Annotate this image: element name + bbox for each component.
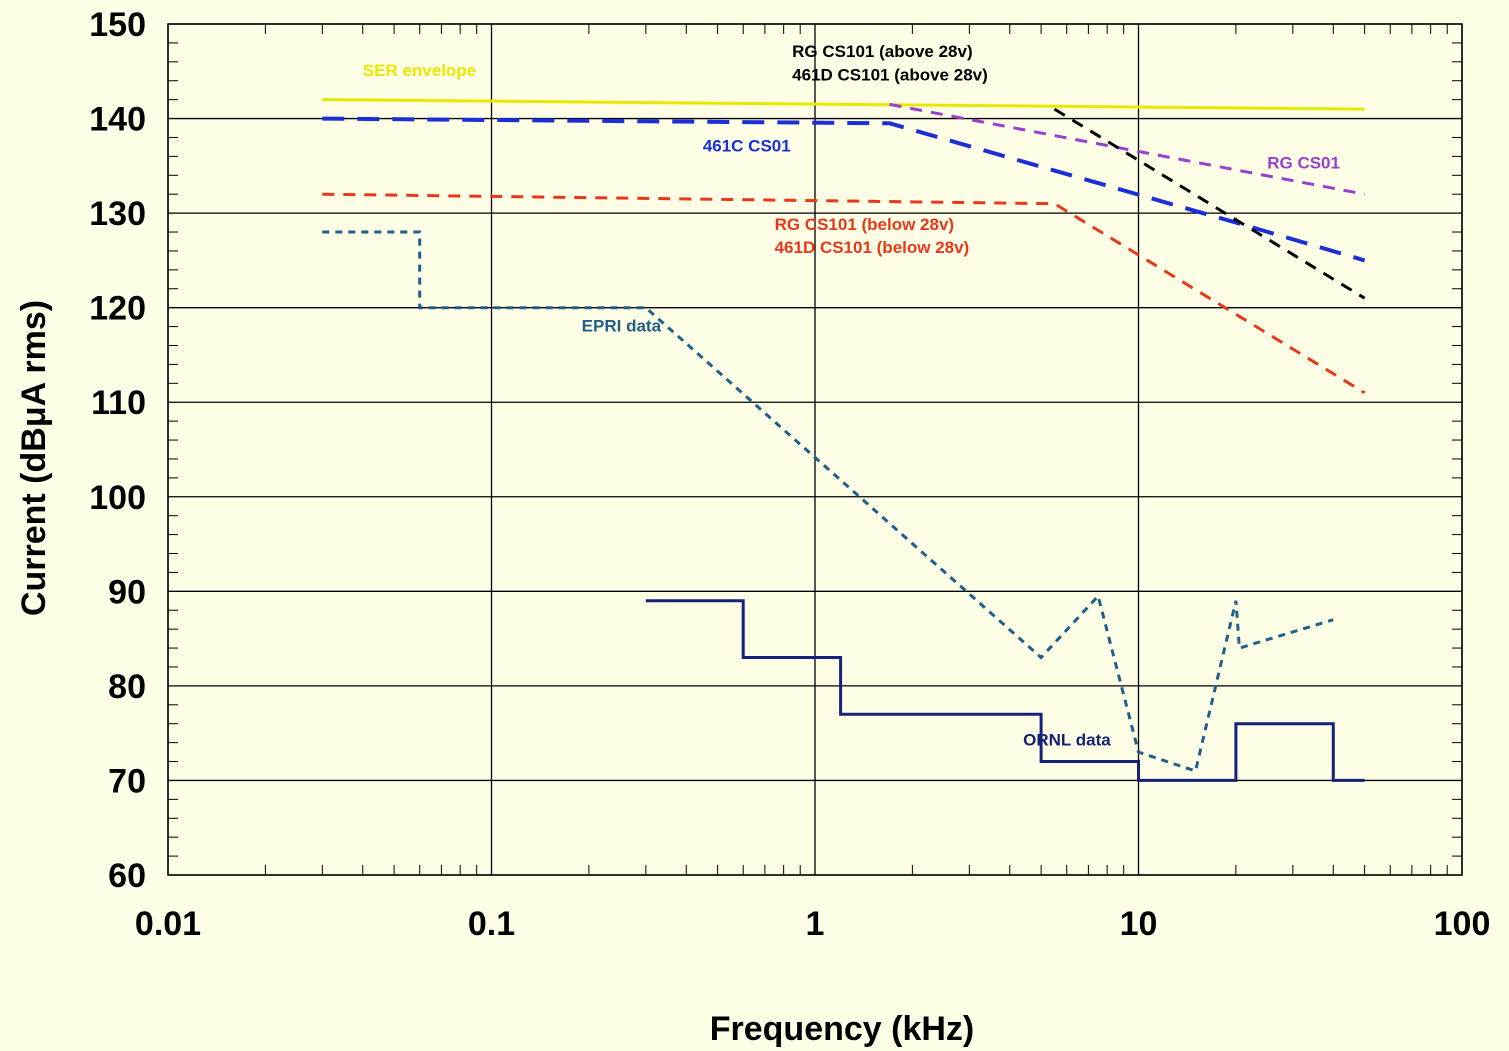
y-tick-label: 130 [89, 195, 146, 233]
x-tick-label: 1 [806, 905, 825, 943]
y-axis-title: Current (dBμA rms) [15, 300, 53, 616]
y-tick-label: 110 [91, 384, 146, 422]
y-tick-label: 100 [89, 479, 146, 517]
x-tick-label: 100 [1434, 905, 1491, 943]
annotation-label: EPRI data [582, 316, 662, 335]
series-ornl-data-line [645, 599, 1365, 782]
annotation-label: RG CS101 (below 28v) [775, 215, 955, 234]
series-rg-cs01-line [889, 102, 1365, 196]
annotation-label: 461D CS101 (above 28v) [792, 66, 988, 85]
series-epri-data-line [322, 230, 1334, 773]
annotation-label: 461C CS01 [703, 137, 791, 156]
y-tick-label: 150 [89, 6, 146, 44]
series-rg-cs101-below-28v-461d-cs101-below-28v-line [322, 192, 1366, 395]
series-461c-cs01-line [322, 116, 1366, 263]
grid [167, 23, 1463, 876]
x-tick-label: 10 [1120, 905, 1158, 943]
annotation-label: ORNL data [1023, 730, 1111, 749]
minor-ticks [168, 24, 1462, 875]
y-tick-label: 120 [89, 290, 146, 328]
y-tick-label: 80 [108, 668, 146, 706]
annotation-label: RG CS01 [1267, 154, 1340, 173]
x-tick-label: 0.01 [135, 905, 201, 943]
series-ser-envelope-line [322, 98, 1365, 111]
annotations: SER envelope RG CS101 (above 28v) 461D CS1… [363, 42, 1340, 749]
annotation-label: SER envelope [363, 61, 476, 80]
y-tick-label: 60 [108, 857, 146, 895]
x-tick-label: 0.1 [468, 905, 515, 943]
annotation-label: RG CS101 (above 28v) [792, 42, 972, 61]
series-layer [322, 98, 1366, 782]
series-rg-cs101-above-28v-461d-cs101-above-28v-line [1053, 107, 1366, 300]
y-tick-label: 140 [89, 101, 146, 139]
annotation-label: 461D CS101 (below 28v) [775, 238, 970, 257]
y-tick-label: 70 [108, 762, 146, 800]
y-tick-label: 90 [108, 573, 146, 611]
x-axis-title: Frequency (kHz) [710, 1010, 975, 1048]
